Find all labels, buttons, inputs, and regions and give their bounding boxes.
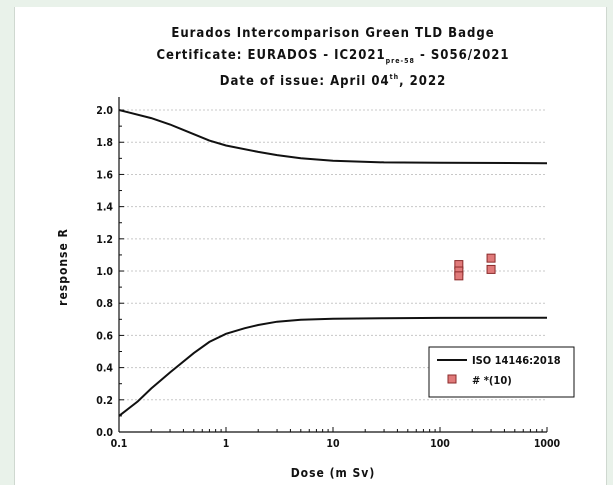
x-axis-label: Dose (m Sv) (291, 466, 376, 480)
x-tick-label: 1 (223, 438, 230, 450)
title-line-3-main: Date of issue: April 04 (220, 74, 390, 89)
y-tick-label: 1.2 (96, 234, 113, 246)
title-line-3-tail: , 2022 (399, 74, 446, 89)
x-tick-label: 0.1 (111, 438, 128, 450)
chart-title: Eurados Intercomparison Green TLD Badge C… (156, 26, 509, 89)
data-point-marker (486, 264, 496, 274)
legend: ISO 14146:2018 # *(10) (428, 346, 575, 398)
x-tick-label: 1000 (534, 438, 561, 450)
y-tick-label: 1.4 (96, 202, 113, 214)
title-line-2: Certificate: EURADOS - IC2021pre-58 - S0… (156, 48, 509, 65)
chart-panel: Eurados Intercomparison Green TLD Badge C… (14, 7, 607, 485)
tick-labels: 0.0 0.2 0.4 0.6 0.8 1.0 1.2 1.4 1.6 1.8 2.0 0.1 1 10 1… (96, 105, 560, 450)
x-tick-label: 10 (326, 438, 340, 450)
legend-swatch-marker (447, 374, 457, 384)
data-point-marker (486, 253, 496, 263)
legend-label-dosimeter: # *(10) (472, 374, 512, 387)
y-tick-label: 0.6 (96, 330, 113, 342)
title-line-1: Eurados Intercomparison Green TLD Badge (171, 26, 494, 41)
legend-label-iso: ISO 14146:2018 (472, 354, 561, 367)
axis-labels: Dose (m Sv) response R (56, 228, 376, 480)
y-tick-label: 1.8 (96, 137, 113, 149)
y-tick-label: 1.6 (96, 169, 113, 181)
iso-upper-limit-line (118, 109, 548, 165)
series-layer (118, 109, 548, 417)
y-tick-label: 1.0 (96, 266, 113, 278)
chart-svg: Eurados Intercomparison Green TLD Badge C… (56, 26, 575, 480)
title-line-2-tail: - S056/2021 (415, 48, 510, 63)
y-tick-label: 2.0 (96, 105, 113, 117)
title-line-2-subscript: pre-58 (386, 57, 415, 65)
y-axis-label: response R (56, 228, 70, 306)
iso-lower-limit-line (118, 316, 548, 417)
title-line-2-main: Certificate: EURADOS - IC2021 (156, 48, 385, 63)
y-tick-label: 0.0 (96, 427, 113, 439)
x-tick-label: 100 (430, 438, 450, 450)
title-line-3-superscript: th (390, 73, 400, 81)
y-tick-label: 0.4 (96, 363, 113, 375)
data-point-marker (454, 271, 464, 281)
legend-box (428, 346, 575, 398)
title-line-3: Date of issue: April 04th, 2022 (220, 73, 446, 89)
y-tick-label: 0.8 (96, 298, 113, 310)
y-tick-label: 0.2 (96, 395, 113, 407)
